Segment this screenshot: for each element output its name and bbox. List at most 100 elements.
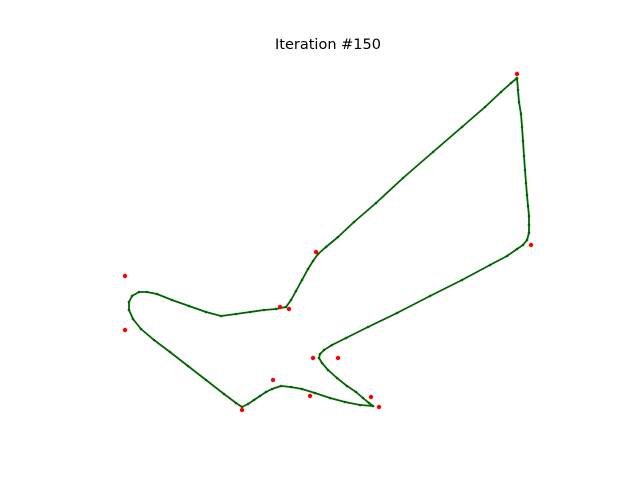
curve-sample-point	[264, 390, 268, 394]
curve-layer	[127, 76, 531, 409]
curve-sample-point	[204, 310, 208, 314]
curve-sample-point	[525, 238, 529, 242]
curve-sample-point	[219, 314, 223, 318]
curve-sample-point	[300, 387, 304, 391]
curve-sample-point	[279, 384, 283, 388]
control-point	[122, 327, 128, 333]
curve-sample-point	[145, 290, 149, 294]
curve-sample-point	[294, 289, 298, 293]
curve-sample-point	[527, 231, 531, 235]
control-point	[335, 355, 341, 361]
curve-sample-point	[488, 263, 492, 267]
control-point	[122, 273, 128, 279]
curve-sample-point	[527, 214, 531, 218]
curve-sample-point	[344, 336, 348, 340]
curve-sample-point	[246, 402, 250, 406]
curve-sample-point	[318, 352, 322, 356]
curve-sample-point	[395, 311, 399, 315]
curve-sample-point	[155, 292, 159, 296]
control-point	[286, 306, 292, 312]
curve-sample-point	[322, 348, 326, 352]
curve-sample-point	[262, 308, 266, 312]
curve-sample-point	[343, 400, 347, 404]
curve-sample-point	[521, 139, 525, 143]
curve-sample-point	[483, 105, 487, 109]
curve-sample-point	[525, 193, 529, 197]
curve-sample-point	[222, 392, 226, 396]
curve-sample-point	[460, 278, 464, 282]
curve-sample-point	[521, 243, 525, 247]
curve-sample-point	[514, 77, 518, 81]
curve-sample-point	[522, 154, 526, 158]
curve-sample-point	[328, 396, 332, 400]
control-point	[277, 304, 283, 310]
curve-sample-point	[186, 364, 190, 368]
curve-sample-point	[187, 304, 191, 308]
curve-sample-point	[345, 384, 349, 388]
curve-sample-point	[517, 100, 521, 104]
curve-sample-point	[336, 235, 340, 239]
control-point-layer	[122, 71, 534, 413]
chart-title: Iteration #150	[275, 37, 381, 53]
curve-sample-point	[170, 298, 174, 302]
curve-sample-point	[240, 405, 244, 409]
curve-sample-point	[234, 401, 238, 405]
curve-sample-point	[523, 168, 527, 172]
curve-sample-point	[431, 150, 435, 154]
curve-sample-point	[354, 390, 358, 394]
curve-sample-point	[252, 398, 256, 402]
curve-sample-point	[258, 394, 262, 398]
curve-sample-point	[361, 396, 365, 400]
curve-sample-point	[300, 278, 304, 282]
curve-sample-point	[374, 201, 378, 205]
curve-sample-point	[324, 245, 328, 249]
curve-sample-point	[311, 259, 315, 263]
curve-sample-point	[367, 401, 371, 405]
curve-sample-point	[428, 294, 432, 298]
curve-sample-point	[248, 310, 252, 314]
curve-sample-point	[131, 317, 135, 321]
curve-sample-point	[320, 361, 324, 365]
control-point	[313, 249, 319, 255]
curve-sample-point	[499, 90, 503, 94]
curve-sample-point	[526, 204, 530, 208]
curve-sample-point	[509, 81, 513, 85]
curve-sample-point	[317, 356, 321, 360]
curve-sample-point	[505, 254, 509, 258]
curve-sample-point	[204, 378, 208, 382]
curve-sample-point	[306, 267, 310, 271]
curve-sample-point	[313, 391, 317, 395]
curve-sample-point	[330, 343, 334, 347]
control-point	[528, 242, 534, 248]
curve-sample-point	[358, 403, 362, 407]
control-point	[307, 393, 313, 399]
curve-sample-point	[130, 294, 134, 298]
curve-sample-point	[289, 298, 293, 302]
curve-sample-point	[460, 125, 464, 129]
curve-sample-point	[139, 327, 143, 331]
control-point	[310, 355, 316, 361]
curve-sample-point	[401, 176, 405, 180]
curve-sample-point	[152, 338, 156, 342]
curve-sample-point	[352, 220, 356, 224]
curve-sample-point	[127, 308, 131, 312]
curve-sample-point	[274, 307, 278, 311]
curve-sample-point	[326, 368, 330, 372]
curve-sample-point	[137, 290, 141, 294]
curve-sample-point	[520, 125, 524, 129]
curve-sample-point	[515, 247, 519, 251]
curve-sample-point	[366, 325, 370, 329]
control-point	[376, 404, 382, 410]
curve-sample-point	[284, 305, 288, 309]
curve-sample-point	[270, 387, 274, 391]
curve-sample-point	[335, 376, 339, 380]
control-point	[368, 394, 374, 400]
curve-sample-point	[527, 223, 531, 227]
curve-sample-point	[127, 300, 131, 304]
control-point	[239, 407, 245, 413]
curve-sample-point	[516, 88, 520, 92]
curve-sample-point	[289, 385, 293, 389]
control-point	[270, 377, 276, 383]
